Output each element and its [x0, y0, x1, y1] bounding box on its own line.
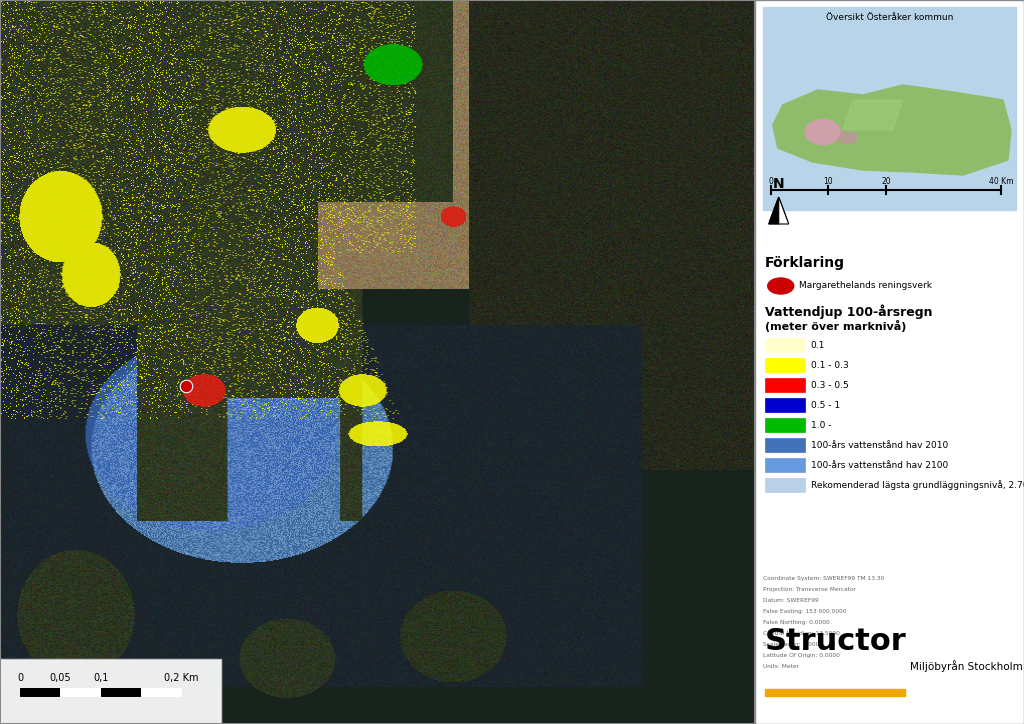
Bar — [765, 398, 805, 412]
Bar — [765, 378, 805, 392]
Text: Structor: Structor — [765, 627, 906, 656]
Text: N: N — [773, 177, 784, 191]
Text: (meter över marknivå): (meter över marknivå) — [765, 320, 906, 332]
Text: 40 Km: 40 Km — [989, 177, 1013, 186]
Text: False Easting: 153 000.0000: False Easting: 153 000.0000 — [763, 609, 846, 614]
Text: 0,05: 0,05 — [49, 673, 72, 683]
Bar — [20, 688, 60, 696]
Bar — [141, 688, 181, 696]
Bar — [0, 659, 221, 724]
Text: 0,1: 0,1 — [93, 673, 109, 683]
Text: False Northing: 0.0000: False Northing: 0.0000 — [763, 620, 829, 625]
Ellipse shape — [839, 132, 857, 144]
Text: 0: 0 — [17, 673, 24, 683]
Text: 100-års vattenstånd hav 2100: 100-års vattenstånd hav 2100 — [811, 460, 948, 469]
Bar — [765, 438, 805, 452]
Text: 0.5 - 1: 0.5 - 1 — [811, 400, 840, 410]
Text: 20: 20 — [881, 177, 891, 186]
Bar — [838, 135, 845, 142]
Bar — [100, 688, 141, 696]
Text: Margarethelands reningsverk: Margarethelands reningsverk — [799, 282, 932, 290]
Ellipse shape — [805, 119, 841, 145]
Text: Units: Meter: Units: Meter — [763, 664, 799, 669]
Bar — [765, 458, 805, 472]
Text: Projection: Transverse Mercator: Projection: Transverse Mercator — [763, 587, 856, 592]
Bar — [765, 478, 805, 492]
Bar — [0, 659, 221, 724]
Bar — [765, 358, 805, 372]
Text: Förklaring: Förklaring — [765, 256, 845, 270]
Polygon shape — [769, 197, 778, 224]
Text: 10: 10 — [823, 177, 834, 186]
Text: Latitude Of Origin: 0.0000: Latitude Of Origin: 0.0000 — [763, 653, 840, 658]
Text: Rekomenderad lägsta grundläggningsnivå, 2.70 (RH 2000): Rekomenderad lägsta grundläggningsnivå, … — [811, 480, 1024, 490]
Bar — [763, 7, 1016, 210]
Text: 1.0 -: 1.0 - — [811, 421, 831, 429]
Polygon shape — [778, 197, 788, 224]
Text: Miljöbyrån Stockholm AB: Miljöbyrån Stockholm AB — [910, 660, 1024, 672]
Text: 0.1 - 0.3: 0.1 - 0.3 — [811, 361, 849, 369]
Bar — [60, 688, 100, 696]
Text: 0.1: 0.1 — [811, 340, 825, 350]
Text: Översikt Österåker kommun: Översikt Österåker kommun — [825, 13, 953, 22]
Text: 0.3 - 0.5: 0.3 - 0.5 — [811, 381, 849, 390]
Text: Coordinate System: SWEREF99 TM 13.30: Coordinate System: SWEREF99 TM 13.30 — [763, 576, 884, 581]
Text: Central Meridian: 13.5000: Central Meridian: 13.5000 — [763, 631, 840, 636]
Bar — [765, 418, 805, 432]
Text: Vattendjup 100-årsregn: Vattendjup 100-årsregn — [765, 304, 932, 319]
Polygon shape — [773, 85, 1011, 175]
Text: 0: 0 — [768, 177, 773, 186]
Text: 0,2 Km: 0,2 Km — [164, 673, 199, 683]
Polygon shape — [843, 100, 903, 130]
Text: Scale Factor: 1.0000: Scale Factor: 1.0000 — [763, 642, 823, 647]
Text: Datum: SWEREF99: Datum: SWEREF99 — [763, 598, 818, 603]
Bar — [765, 689, 905, 696]
Text: 100-års vattenstånd hav 2010: 100-års vattenstånd hav 2010 — [811, 440, 948, 450]
Bar — [765, 338, 805, 352]
Ellipse shape — [768, 278, 794, 294]
